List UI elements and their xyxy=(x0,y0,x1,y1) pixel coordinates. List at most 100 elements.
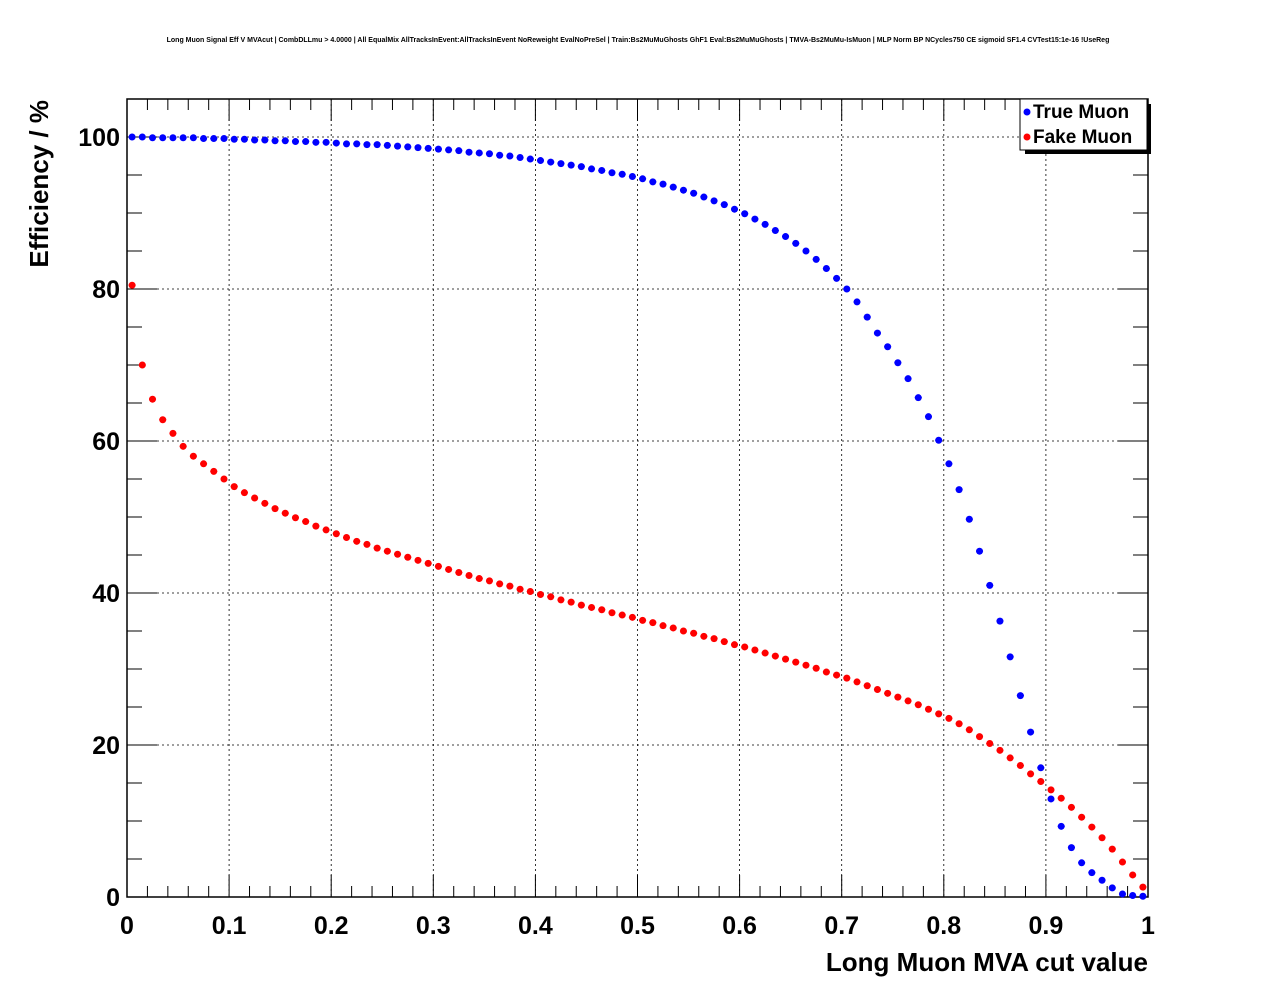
data-point-fake-muon xyxy=(802,661,810,669)
data-point-true-muon xyxy=(945,460,953,468)
data-point-true-muon xyxy=(628,173,636,181)
data-point-fake-muon xyxy=(169,429,177,437)
data-point-fake-muon xyxy=(496,580,504,588)
data-point-true-muon xyxy=(884,343,892,351)
data-point-fake-muon xyxy=(291,514,299,522)
data-point-true-muon xyxy=(730,205,738,213)
data-point-true-muon xyxy=(220,135,228,143)
data-point-true-muon xyxy=(200,135,208,143)
data-point-true-muon xyxy=(149,134,157,142)
data-point-fake-muon xyxy=(159,416,167,424)
data-point-fake-muon xyxy=(179,442,187,450)
data-point-true-muon xyxy=(822,264,830,272)
data-point-true-muon xyxy=(455,147,463,155)
data-point-fake-muon xyxy=(1108,845,1116,853)
data-point-fake-muon xyxy=(914,701,922,709)
data-point-true-muon xyxy=(322,138,330,146)
data-point-fake-muon xyxy=(455,568,463,576)
data-point-true-muon xyxy=(414,144,422,152)
legend-box xyxy=(1019,98,1148,151)
data-point-true-muon xyxy=(720,201,728,209)
x-tick-label: 0.3 xyxy=(416,912,451,940)
y-tick-label: 20 xyxy=(92,732,120,760)
data-point-fake-muon xyxy=(210,467,218,475)
data-point-true-muon xyxy=(1027,728,1035,736)
data-point-fake-muon xyxy=(404,553,412,561)
data-point-fake-muon xyxy=(271,505,279,513)
data-point-fake-muon xyxy=(434,562,442,570)
data-point-fake-muon xyxy=(465,572,473,580)
data-point-fake-muon xyxy=(710,635,718,643)
data-point-true-muon xyxy=(516,154,524,162)
data-point-true-muon xyxy=(782,233,790,241)
data-point-true-muon xyxy=(189,134,197,142)
data-point-fake-muon xyxy=(1006,754,1014,762)
data-point-fake-muon xyxy=(445,565,453,573)
data-point-fake-muon xyxy=(373,544,381,552)
data-point-fake-muon xyxy=(516,585,524,593)
data-point-fake-muon xyxy=(240,489,248,497)
data-point-fake-muon xyxy=(1027,770,1035,778)
data-point-true-muon xyxy=(1139,892,1147,900)
data-point-fake-muon xyxy=(853,678,861,686)
data-point-true-muon xyxy=(434,145,442,153)
data-point-fake-muon xyxy=(761,649,769,657)
data-point-fake-muon xyxy=(383,547,391,555)
data-point-true-muon xyxy=(485,150,493,158)
data-point-fake-muon xyxy=(1098,834,1106,842)
data-point-fake-muon xyxy=(659,622,667,630)
data-point-fake-muon xyxy=(506,582,514,590)
data-point-true-muon xyxy=(659,180,667,188)
data-point-true-muon xyxy=(332,139,340,147)
data-point-fake-muon xyxy=(332,530,340,538)
data-point-true-muon xyxy=(537,157,545,165)
data-point-true-muon xyxy=(281,137,289,145)
data-point-fake-muon xyxy=(894,693,902,701)
data-point-true-muon xyxy=(802,247,810,255)
data-point-true-muon xyxy=(465,148,473,156)
data-point-fake-muon xyxy=(281,509,289,517)
data-point-true-muon xyxy=(843,285,851,293)
x-axis-label: Long Muon MVA cut value xyxy=(826,947,1148,977)
y-tick-label: 0 xyxy=(106,884,120,912)
series-layer xyxy=(128,133,1147,900)
x-tick-label: 0.6 xyxy=(722,912,757,940)
data-point-fake-muon xyxy=(577,601,585,609)
data-point-fake-muon xyxy=(312,522,320,530)
data-point-fake-muon xyxy=(639,616,647,624)
series-fake-muon xyxy=(128,281,1147,891)
data-point-fake-muon xyxy=(884,689,892,697)
data-point-fake-muon xyxy=(741,643,749,651)
data-point-true-muon xyxy=(1088,869,1096,877)
data-point-fake-muon xyxy=(863,682,871,690)
data-point-fake-muon xyxy=(475,575,483,583)
data-point-true-muon xyxy=(445,146,453,154)
data-point-fake-muon xyxy=(251,494,259,502)
legend-label-true-muon: True Muon xyxy=(1033,102,1129,123)
data-point-fake-muon xyxy=(128,281,136,289)
data-point-true-muon xyxy=(700,193,708,201)
data-point-fake-muon xyxy=(322,526,330,534)
data-point-fake-muon xyxy=(1139,883,1147,891)
data-point-fake-muon xyxy=(414,556,422,564)
x-tick-label: 0.5 xyxy=(620,912,655,940)
data-point-fake-muon xyxy=(669,624,677,632)
data-point-fake-muon xyxy=(628,613,636,621)
data-point-true-muon xyxy=(679,186,687,194)
data-point-true-muon xyxy=(138,133,146,141)
data-point-true-muon xyxy=(812,255,820,263)
data-point-true-muon xyxy=(404,143,412,151)
data-point-fake-muon xyxy=(1057,794,1065,802)
data-point-fake-muon xyxy=(189,452,197,460)
data-point-fake-muon xyxy=(1067,803,1075,811)
data-point-fake-muon xyxy=(588,603,596,611)
y-tick-label: 60 xyxy=(92,428,120,456)
data-point-fake-muon xyxy=(679,627,687,635)
data-point-true-muon xyxy=(1047,795,1055,803)
data-point-true-muon xyxy=(710,197,718,205)
legend-label-fake-muon: Fake Muon xyxy=(1033,127,1132,148)
data-point-fake-muon xyxy=(149,395,157,403)
legend-marker-fake-muon xyxy=(1023,133,1031,141)
data-point-true-muon xyxy=(302,138,310,146)
data-point-fake-muon xyxy=(1118,858,1126,866)
